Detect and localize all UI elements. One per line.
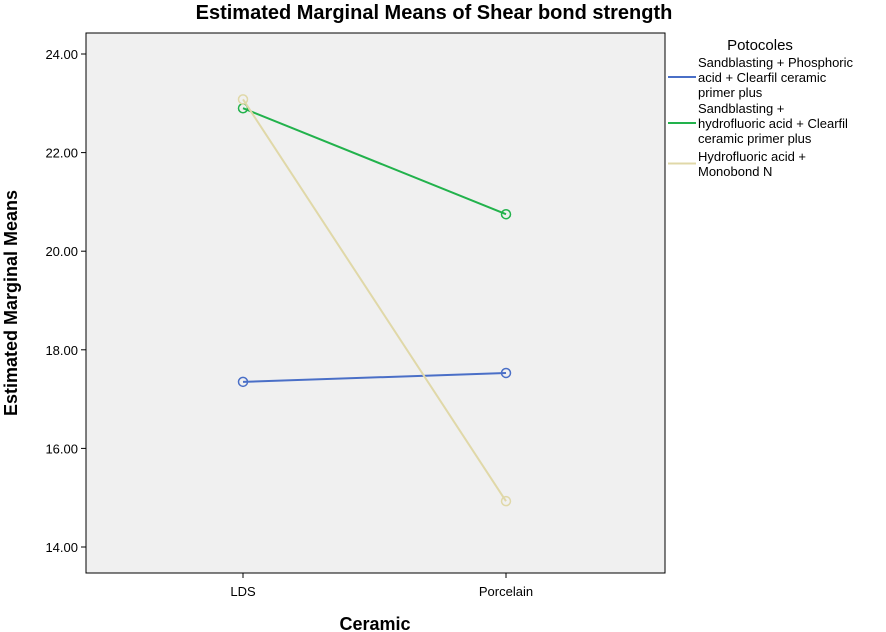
y-tick-label: 18.00: [45, 343, 78, 358]
legend-label: Hydrofluoric acid +: [698, 149, 806, 164]
legend-item: Hydrofluoric acid +Monobond N: [668, 149, 806, 179]
x-axis: LDS Porcelain: [230, 573, 533, 599]
series-lines: [237, 94, 512, 507]
data-point: [237, 94, 249, 105]
chart-title: Estimated Marginal Means of Shear bond s…: [196, 2, 673, 24]
series-line: [242, 371, 507, 383]
legend-item: Sandblasting +hydrofluoric acid + Clearf…: [668, 101, 848, 146]
legend-label: Sandblasting + Phosphoric: [698, 55, 854, 70]
data-point: [500, 208, 512, 220]
legend-label: Monobond N: [698, 164, 772, 179]
x-tick-label: Porcelain: [479, 584, 533, 599]
y-tick-label: 14.00: [45, 540, 78, 555]
data-point: [500, 367, 512, 379]
series-line: [242, 98, 507, 502]
y-axis-label: Estimated Marginal Means: [1, 190, 21, 416]
legend-label: primer plus: [698, 85, 763, 100]
legend-label: Sandblasting +: [698, 101, 784, 116]
data-point: [500, 495, 512, 507]
legend-label: acid + Clearfil ceramic: [698, 70, 827, 85]
series-1: [237, 367, 512, 388]
series-line: [242, 107, 507, 216]
data-point: [237, 376, 249, 388]
y-tick-label: 16.00: [45, 441, 78, 456]
y-tick-label: 20.00: [45, 244, 78, 259]
series-3: [237, 94, 512, 507]
legend-label: ceramic primer plus: [698, 131, 812, 146]
y-tick-label: 24.00: [45, 47, 78, 62]
legend-label: hydrofluoric acid + Clearfil: [698, 116, 848, 131]
x-axis-label: Ceramic: [339, 614, 410, 632]
legend-title: Potocoles: [727, 37, 793, 54]
y-axis: 14.00 16.00 18.00 20.00 22.00 24.00: [45, 47, 86, 555]
y-tick-label: 22.00: [45, 146, 78, 161]
x-tick-label: LDS: [230, 584, 256, 599]
